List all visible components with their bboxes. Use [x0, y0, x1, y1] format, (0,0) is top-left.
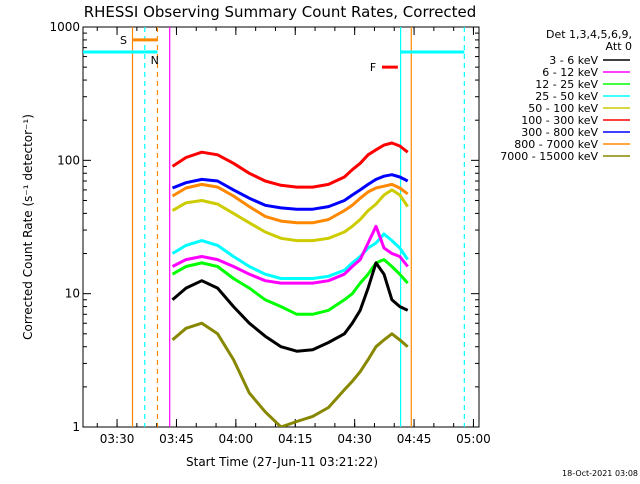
x-tick-label: 04:00	[219, 432, 254, 446]
legend-entry-label: 50 - 100 keV	[528, 102, 598, 115]
x-axis-label: Start Time (27-Jun-11 03:21:22)	[186, 455, 378, 469]
legend-entry-label: 800 - 7000 keV	[514, 138, 598, 151]
annotation-label: S	[120, 34, 127, 47]
x-tick-label: 05:00	[456, 432, 491, 446]
series-line	[171, 173, 409, 211]
legend-entry-label: 6 - 12 keV	[542, 66, 598, 79]
series-line	[171, 182, 409, 225]
annotation-label: N	[151, 54, 159, 67]
chart-title: RHESSI Observing Summary Count Rates, Co…	[84, 3, 477, 21]
series-line	[171, 321, 409, 427]
legend-header: Det 1,3,4,5,6,9,	[546, 28, 632, 41]
y-tick-label: 100	[57, 153, 80, 167]
series-line	[171, 141, 409, 189]
x-tick-label: 04:45	[397, 432, 432, 446]
annotation-label: F	[370, 61, 376, 74]
legend-header: Att 0	[606, 40, 632, 53]
x-tick-label: 04:30	[337, 432, 372, 446]
series-line	[171, 188, 409, 243]
plot-area: 1 10 100 1000 03:30 03:45 04:00 04:15 04:30 04:45…	[49, 20, 490, 446]
series-line	[171, 258, 409, 316]
x-tick-label: 03:45	[159, 432, 194, 446]
x-tick-label: 04:15	[278, 432, 313, 446]
y-axis-label: Corrected Count Rate (s⁻¹ detector⁻¹)	[21, 114, 35, 340]
series-line	[171, 224, 409, 285]
series-line	[171, 261, 409, 353]
footer-timestamp: 18-Oct-2021 03:08	[562, 469, 638, 478]
legend-entry-label: 25 - 50 keV	[535, 90, 598, 103]
y-tick-label: 1	[72, 420, 80, 434]
plot-frame	[82, 26, 480, 428]
legend-entry-label: 3 - 6 keV	[549, 54, 598, 67]
y-tick-label: 1000	[49, 20, 80, 34]
legend-entry-label: 7000 - 15000 keV	[500, 150, 598, 163]
legend-entry-label: 12 - 25 keV	[535, 78, 598, 91]
legend-entry-label: 100 - 300 keV	[521, 114, 598, 127]
y-tick-label: 10	[65, 287, 80, 301]
legend-entry-label: 300 - 800 keV	[521, 126, 598, 139]
x-tick-label: 03:30	[100, 432, 135, 446]
series-line	[171, 232, 409, 280]
